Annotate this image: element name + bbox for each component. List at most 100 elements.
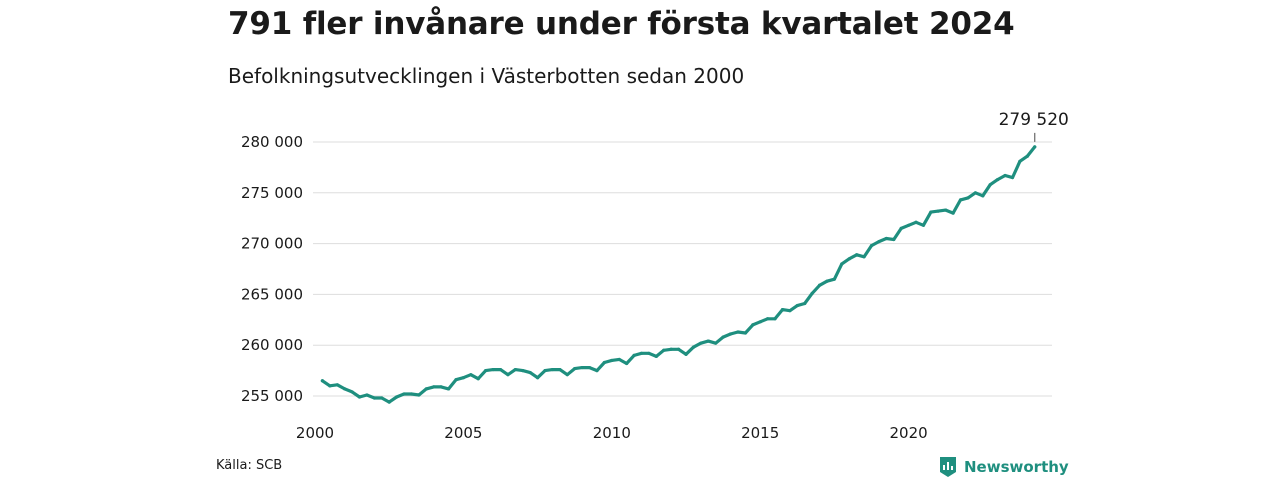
data-point (758, 320, 762, 324)
data-point (877, 239, 881, 244)
data-point (1033, 145, 1037, 149)
data-point (899, 226, 903, 230)
data-point (929, 210, 933, 214)
data-point (825, 279, 829, 283)
data-point (602, 360, 606, 365)
data-point (736, 330, 740, 334)
data-point (632, 353, 636, 357)
data-point (617, 357, 621, 362)
x-tick-label: 2005 (444, 424, 482, 442)
data-point (1025, 154, 1029, 158)
data-point (565, 373, 569, 377)
series-group (320, 145, 1037, 404)
chart-title: 791 fler invånare under första kvartalet… (228, 6, 1015, 42)
data-point (988, 183, 992, 187)
source-note: Källa: SCB (216, 458, 283, 473)
data-point (417, 393, 421, 397)
data-point (728, 332, 733, 336)
data-point (832, 277, 837, 281)
data-point (513, 367, 517, 372)
data-point (639, 351, 644, 355)
data-point (320, 379, 325, 383)
x-tick-label: 2000 (296, 424, 334, 442)
data-point (350, 390, 354, 394)
data-point (580, 365, 584, 370)
data-point (491, 367, 495, 372)
data-point (357, 395, 362, 399)
data-point (558, 367, 562, 372)
data-point (892, 237, 896, 242)
data-point (402, 392, 406, 396)
data-point (855, 253, 859, 257)
data-point (595, 369, 599, 373)
data-point (1003, 173, 1007, 178)
data-point (387, 400, 391, 404)
data-point (981, 194, 985, 198)
end-annotation: 279 520 (999, 110, 1069, 142)
series-line (320, 145, 1037, 404)
data-point (395, 395, 399, 399)
data-point (914, 220, 918, 224)
data-point (343, 387, 347, 391)
data-point (335, 383, 339, 387)
data-point (810, 291, 814, 295)
data-point (328, 384, 332, 388)
data-point (691, 345, 696, 349)
data-point (936, 209, 940, 213)
data-point (780, 308, 785, 312)
data-point (996, 177, 1000, 182)
data-point (625, 361, 629, 366)
grid-lines (313, 141, 1052, 397)
data-point (654, 354, 658, 358)
data-point (921, 223, 926, 227)
brand-logo: Newsworthy (938, 456, 1069, 478)
data-point (610, 358, 614, 363)
newsworthy-icon (940, 457, 956, 477)
data-point (803, 301, 807, 306)
data-point (699, 341, 703, 345)
data-point (521, 369, 525, 373)
data-point (907, 223, 911, 227)
y-tick-label: 275 000 (241, 184, 303, 202)
data-point (528, 371, 532, 375)
data-point (966, 196, 970, 200)
data-point (684, 352, 688, 356)
data-point (536, 376, 540, 380)
data-point (958, 198, 963, 202)
data-point (766, 317, 770, 321)
data-point (669, 347, 673, 351)
data-point (676, 347, 681, 351)
y-tick-label: 255 000 (241, 387, 303, 405)
data-point (862, 255, 866, 259)
data-point (550, 367, 555, 372)
data-point (587, 365, 592, 370)
data-point (869, 244, 874, 248)
end-value-label: 279 520 (999, 110, 1069, 130)
data-point (773, 317, 777, 321)
data-point (543, 369, 547, 373)
x-tick-label: 2010 (593, 424, 631, 442)
data-point (788, 309, 792, 313)
y-tick-label: 270 000 (241, 235, 303, 253)
data-point (706, 339, 710, 343)
x-tick-label: 2020 (890, 424, 928, 442)
brand-name: Newsworthy (964, 458, 1069, 476)
data-point (721, 335, 725, 339)
x-tick-label: 2015 (741, 424, 779, 442)
data-point (751, 323, 755, 327)
data-point (476, 377, 480, 381)
data-point (951, 211, 955, 215)
data-point (817, 283, 822, 287)
data-point (424, 387, 428, 391)
data-point (647, 351, 651, 355)
data-point (446, 387, 451, 391)
chart-subtitle: Befolkningsutvecklingen i Västerbotten s… (228, 64, 745, 88)
data-point (884, 236, 888, 241)
data-point (506, 373, 510, 377)
data-point (795, 303, 799, 308)
data-point (380, 396, 384, 400)
y-tick-label: 260 000 (241, 336, 303, 354)
data-point (461, 376, 465, 380)
data-point (714, 341, 718, 345)
